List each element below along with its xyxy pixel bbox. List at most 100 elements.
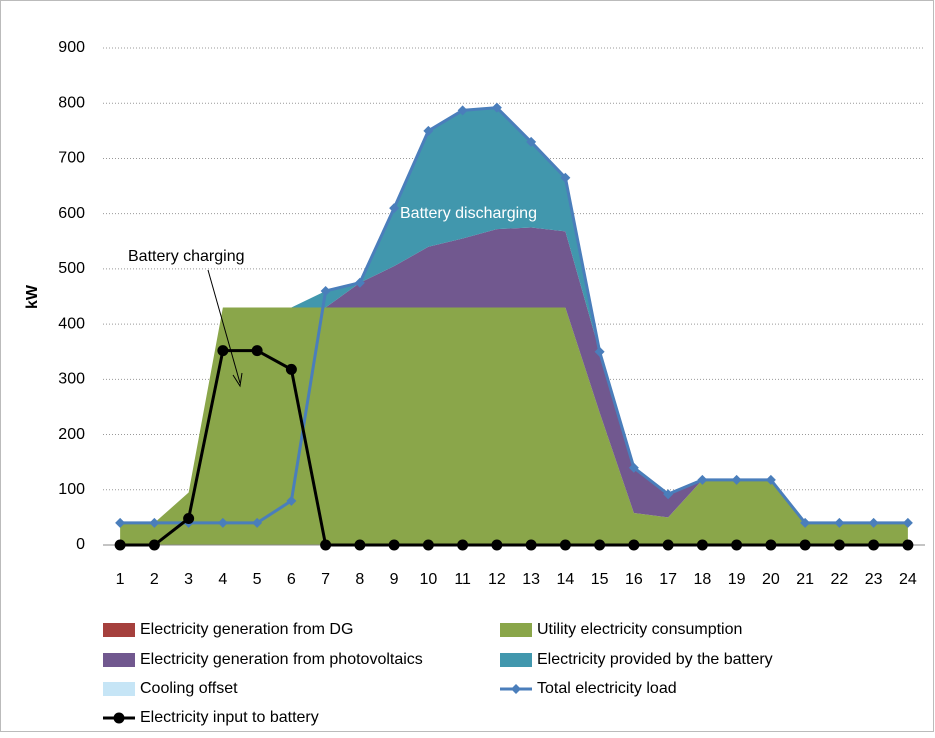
area <box>120 227 908 523</box>
legend-label: Cooling offset <box>140 680 238 697</box>
x-tick-label: 12 <box>488 571 506 588</box>
marker <box>217 517 228 528</box>
x-tick-label: 16 <box>625 571 643 588</box>
marker <box>834 517 845 528</box>
marker <box>285 363 297 375</box>
x-tick-label: 13 <box>522 571 540 588</box>
area <box>120 107 908 523</box>
legend-marker <box>511 684 521 694</box>
y-tick-label: 700 <box>58 150 85 167</box>
marker <box>628 539 640 551</box>
y-tick-label: 800 <box>58 94 85 111</box>
marker <box>559 539 571 551</box>
annotation-arrowhead <box>232 372 243 388</box>
marker <box>731 539 743 551</box>
legend-marker <box>113 712 125 724</box>
marker <box>799 539 811 551</box>
line <box>120 106 908 525</box>
y-axis-label: kW <box>24 284 41 309</box>
x-tick-label: 10 <box>419 571 437 588</box>
marker <box>833 539 845 551</box>
y-tick-label: 600 <box>58 205 85 222</box>
y-tick-label: 200 <box>58 426 85 443</box>
x-tick-label: 21 <box>796 571 814 588</box>
marker <box>114 539 126 551</box>
y-tick-label: 900 <box>58 39 85 56</box>
x-tick-label: 17 <box>659 571 677 588</box>
x-tick-label: 20 <box>762 571 780 588</box>
marker <box>628 462 639 473</box>
x-tick-label: 6 <box>287 571 296 588</box>
x-tick-label: 14 <box>556 571 574 588</box>
marker <box>594 539 606 551</box>
marker <box>800 517 811 528</box>
marker <box>696 539 708 551</box>
x-tick-label: 4 <box>218 571 227 588</box>
marker <box>902 517 913 528</box>
y-tick-label: 100 <box>58 481 85 498</box>
marker <box>868 539 880 551</box>
marker <box>457 539 469 551</box>
marker <box>902 539 914 551</box>
marker <box>491 539 503 551</box>
marker <box>457 105 468 116</box>
y-tick-label: 500 <box>58 260 85 277</box>
annotation: Battery charging <box>128 248 245 265</box>
y-tick-label: 400 <box>58 315 85 332</box>
marker <box>594 346 605 357</box>
marker <box>389 203 400 214</box>
marker <box>422 539 434 551</box>
marker <box>320 539 332 551</box>
x-tick-label: 1 <box>116 571 125 588</box>
area <box>120 307 908 545</box>
marker <box>765 474 776 485</box>
legend-swatch <box>103 623 135 637</box>
legend-swatch <box>500 623 532 637</box>
marker <box>251 345 263 357</box>
y-tick-label: 0 <box>76 536 85 553</box>
x-tick-label: 7 <box>321 571 330 588</box>
x-tick-label: 5 <box>253 571 262 588</box>
marker <box>663 489 674 500</box>
marker <box>697 474 708 485</box>
marker <box>388 539 400 551</box>
x-tick-label: 9 <box>390 571 399 588</box>
legend-label: Electricity generation from photovoltaic… <box>140 651 423 668</box>
x-tick-label: 18 <box>693 571 711 588</box>
marker <box>354 277 365 288</box>
marker <box>868 517 879 528</box>
marker <box>525 539 537 551</box>
marker <box>183 512 195 524</box>
line <box>120 349 908 547</box>
marker <box>560 172 571 183</box>
legend-label: Total electricity load <box>537 680 677 697</box>
x-tick-label: 3 <box>184 571 193 588</box>
legend-swatch <box>500 653 532 667</box>
marker <box>148 539 160 551</box>
x-tick-label: 15 <box>591 571 609 588</box>
marker <box>526 136 537 147</box>
marker <box>662 539 674 551</box>
legend-label: Utility electricity consumption <box>537 621 742 638</box>
x-tick-label: 24 <box>899 571 917 588</box>
marker <box>217 345 229 357</box>
marker <box>765 539 777 551</box>
marker <box>115 517 126 528</box>
y-tick-label: 300 <box>58 371 85 388</box>
annotation-arrow <box>207 269 241 384</box>
x-tick-label: 2 <box>150 571 159 588</box>
x-tick-label: 8 <box>355 571 364 588</box>
legend-swatch <box>103 682 135 696</box>
marker <box>286 495 297 506</box>
marker <box>731 474 742 485</box>
legend-label: Electricity provided by the battery <box>537 651 773 668</box>
marker <box>354 539 366 551</box>
annotation: Battery discharging <box>400 205 537 222</box>
x-tick-label: 23 <box>865 571 883 588</box>
marker <box>252 517 263 528</box>
marker <box>149 517 160 528</box>
x-tick-label: 19 <box>728 571 746 588</box>
x-tick-label: 11 <box>454 571 471 588</box>
marker <box>491 102 502 113</box>
